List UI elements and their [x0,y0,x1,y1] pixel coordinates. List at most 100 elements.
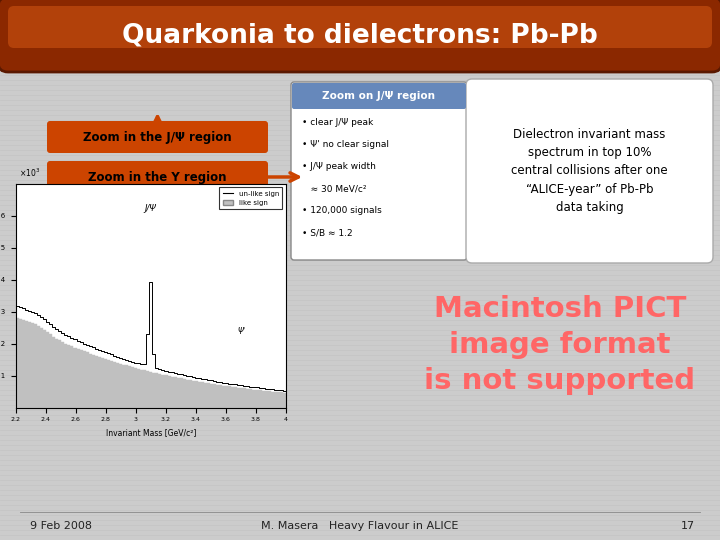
Bar [40,328,43,408]
Text: Macintosh PICT
image format
is not supported: Macintosh PICT image format is not suppo… [424,295,696,395]
Bar [43,330,46,408]
Text: • S/B ≈ 1.2: • S/B ≈ 1.2 [302,228,353,237]
Bar [134,368,138,408]
Text: Quarkonia to dielectrons: Pb-Pb: Quarkonia to dielectrons: Pb-Pb [122,22,598,48]
Bar [125,366,128,408]
Bar [98,357,101,408]
Bar [243,388,246,408]
Bar [198,382,201,408]
un-like sign [282,388,290,394]
Bar [22,320,25,408]
Bar [64,343,68,408]
un-like sign [272,387,281,393]
Bar [216,384,219,408]
un-like sign [202,377,211,383]
Text: 17: 17 [681,521,695,531]
Bar [138,369,140,408]
Bar [76,349,79,408]
Bar [73,348,76,408]
Bar [256,390,258,408]
FancyBboxPatch shape [47,161,268,193]
Line: un-like sign: un-like sign [16,282,286,391]
FancyBboxPatch shape [292,83,466,109]
Bar [176,378,180,408]
Legend: un-like sign, like sign: un-like sign, like sign [219,187,282,210]
Bar [231,387,234,408]
Bar [271,392,274,408]
Bar [240,388,243,408]
Bar [261,390,265,408]
Bar [222,386,225,408]
Bar [61,342,64,408]
un-like sign [239,382,248,389]
FancyBboxPatch shape [466,79,713,263]
Bar [19,319,22,408]
Bar [174,377,176,408]
Bar [146,371,149,408]
Bar [128,366,131,408]
Bar [238,388,240,408]
Bar [119,363,122,408]
Bar [131,367,134,408]
Bar [110,361,113,408]
Bar [161,375,164,408]
Bar [207,383,210,408]
Text: Dielectron invariant mass
spectrum in top 10%
central collisions after one
“ALIC: Dielectron invariant mass spectrum in to… [511,127,668,214]
Bar [79,350,83,408]
Bar [156,373,158,408]
Bar [228,387,231,408]
X-axis label: Invariant Mass [GeV/c²]: Invariant Mass [GeV/c²] [106,428,196,437]
Bar [122,364,125,408]
Text: M. Masera   Heavy Flavour in ALICE: M. Masera Heavy Flavour in ALICE [261,521,459,531]
Text: $\times10^{3}$: $\times10^{3}$ [19,166,40,179]
Bar [153,373,156,408]
FancyBboxPatch shape [8,6,712,48]
Text: • 120,000 signals: • 120,000 signals [302,206,382,215]
Bar [164,375,168,408]
Bar [107,360,110,408]
Bar [213,384,216,408]
Bar [276,392,280,408]
Text: J/Ψ: J/Ψ [145,204,156,213]
Bar [225,386,228,408]
Bar [183,379,186,408]
Bar [274,392,276,408]
Bar [180,379,183,408]
un-like sign [94,347,102,353]
Bar [189,380,192,408]
Bar [195,381,198,408]
Bar [140,369,143,408]
Bar [158,374,161,408]
Bar [31,323,34,408]
Bar [265,391,268,408]
Bar [258,390,261,408]
Text: Zoom on J/Ψ region: Zoom on J/Ψ region [323,91,436,101]
Bar [168,376,171,408]
Bar [171,376,174,408]
Bar [37,326,40,408]
Bar [46,332,49,408]
Bar [55,339,58,408]
Bar [116,363,119,408]
Text: Zoom in the Υ region: Zoom in the Υ region [89,171,227,184]
Text: 9 Feb 2008: 9 Feb 2008 [30,521,92,531]
Bar [186,380,189,408]
Bar [234,387,238,408]
un-like sign [279,388,287,394]
FancyBboxPatch shape [291,82,467,260]
Bar [16,318,19,408]
Bar [280,393,283,408]
Bar [25,321,28,408]
Bar [83,351,86,408]
Bar [192,381,195,408]
Bar [268,391,271,408]
Bar [68,345,71,408]
Bar [71,346,73,408]
un-like sign [145,279,153,286]
Text: Zoom in the J/Ψ region: Zoom in the J/Ψ region [84,131,232,144]
Bar [101,358,104,408]
Bar [143,370,146,408]
Bar [210,384,213,408]
Text: • clear J/Ψ peak: • clear J/Ψ peak [302,118,373,127]
Bar [149,372,153,408]
